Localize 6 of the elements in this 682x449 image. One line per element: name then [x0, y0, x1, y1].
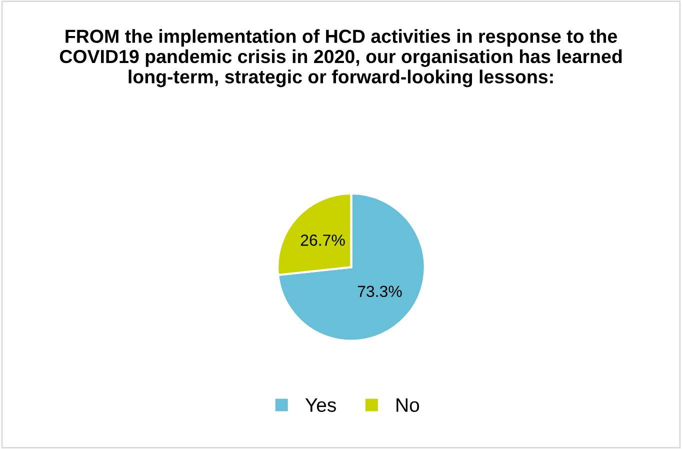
data-label: 73.3% [358, 286, 402, 298]
legend-label: Yes [305, 398, 336, 412]
pie-slice [276, 192, 426, 342]
chart-title: FROM the implementation of HCD activities in response to the COVID19 pandemic crisis in 2020, our organisation has learned long-term, strategic or forward-looking lessons: [60, 29, 622, 88]
data-label: 26.7% [300, 234, 345, 246]
legend-label: No [396, 398, 420, 412]
